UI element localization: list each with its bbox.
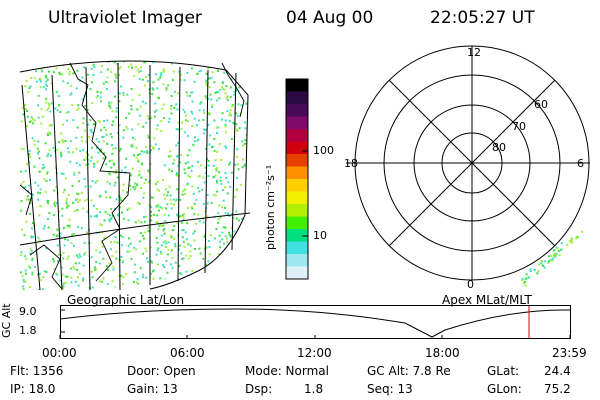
uv-emission-dots — [20, 60, 248, 290]
mlat-80-label: 80 — [492, 141, 506, 154]
glon-label: GLon: — [487, 382, 522, 396]
sequence-number: Seq: 13 — [367, 382, 413, 396]
gc-altitude: GC Alt: 7.8 Re — [367, 364, 451, 378]
altitude-xtick-2359: 23:59 — [552, 346, 587, 360]
colorbar-segment — [286, 179, 308, 192]
instrument-title: Ultraviolet Imager — [48, 8, 202, 28]
mode-value: Mode: Normal — [245, 364, 329, 378]
glat-value: 24.4 — [544, 364, 571, 378]
colorbar-segment — [286, 191, 308, 205]
colorbar-segment — [286, 216, 308, 230]
polar-mlat-mlt-plot — [346, 45, 590, 287]
dsp-label: Dsp: — [245, 382, 273, 396]
polar-panel-caption: Apex MLat/MLT — [442, 293, 532, 307]
colorbar-segment — [286, 141, 308, 155]
mlat-60-label: 60 — [534, 98, 548, 111]
colorbar-segment — [286, 79, 308, 92]
glat-label: GLat: — [487, 364, 520, 378]
colorbar-segment — [286, 166, 308, 180]
altitude-xtick-0000: 00:00 — [42, 346, 77, 360]
colorbar-segment — [286, 229, 308, 242]
colorbar-segment — [286, 254, 308, 267]
colorbar-segment — [286, 129, 308, 142]
polar-emission-dots — [521, 230, 584, 287]
flight-number: Flt: 1356 — [10, 364, 64, 378]
ip-value: IP: 18.0 — [10, 382, 56, 396]
gain-value: Gain: 13 — [127, 382, 178, 396]
altitude-ytick-9: 9.0 — [19, 305, 37, 318]
mlat-70-label: 70 — [512, 120, 526, 133]
colorbar-tick-10: 10 — [313, 229, 327, 242]
colorbar-segment — [286, 154, 308, 167]
geo-panel-caption: Geographic Lat/Lon — [67, 293, 185, 307]
mlt-6-label: 6 — [577, 157, 584, 170]
colorbar-segment — [286, 266, 308, 280]
color-scale-bar — [285, 78, 309, 280]
mlt-0-label: 0 — [467, 278, 474, 291]
mlt-18-label: 18 — [344, 157, 358, 170]
colorbar-unit-label: photon cm⁻²s⁻¹ — [264, 164, 277, 250]
colorbar-segment — [286, 116, 308, 130]
colorbar-segment — [286, 204, 308, 217]
geo-grid-lines — [19, 60, 251, 291]
dsp-value: 1.8 — [304, 382, 324, 396]
door-status: Door: Open — [127, 364, 196, 378]
altitude-xtick-1800: 18:00 — [425, 346, 460, 360]
altitude-ytick-1-8: 1.8 — [19, 324, 37, 337]
glon-value: 75.2 — [544, 382, 571, 396]
mlt-12-label: 12 — [467, 46, 481, 59]
altitude-plot — [59, 305, 571, 339]
altitude-y-label: GC Alt — [0, 303, 13, 338]
colorbar-segment — [286, 104, 308, 117]
altitude-xtick-1200: 12:00 — [297, 346, 332, 360]
time-label: 22:05:27 UT — [430, 8, 535, 28]
altitude-xtick-0600: 06:00 — [170, 346, 205, 360]
colorbar-segment — [286, 91, 308, 105]
geographic-map-panel — [19, 60, 251, 291]
date-label: 04 Aug 00 — [286, 8, 374, 28]
colorbar-tick-100: 100 — [313, 144, 334, 157]
colorbar-segment — [286, 241, 308, 255]
